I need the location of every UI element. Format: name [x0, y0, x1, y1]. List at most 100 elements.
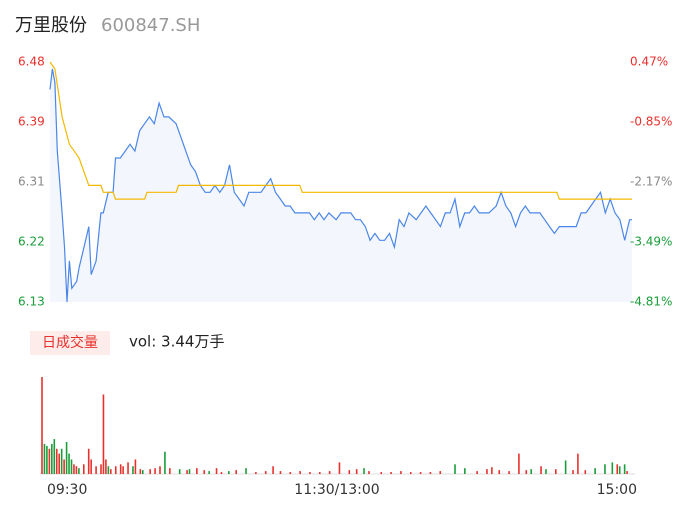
- volume-bar: [400, 471, 402, 474]
- volume-bar: [368, 471, 370, 474]
- volume-bar: [363, 468, 365, 474]
- volume-bar: [545, 469, 547, 474]
- volume-bar: [114, 466, 117, 474]
- x-tick-label: 09:30: [47, 482, 87, 498]
- volume-bar: [577, 453, 579, 474]
- y2-tick-label: -4.81%: [630, 295, 672, 309]
- volume-bar: [70, 459, 73, 474]
- volume-bar: [68, 453, 70, 474]
- volume-bar: [429, 472, 432, 474]
- volume-bar: [491, 467, 493, 474]
- volume-bar: [616, 464, 619, 474]
- x-tick-label: 15:00: [597, 482, 637, 498]
- volume-bar: [55, 448, 58, 474]
- volume-bar: [107, 466, 110, 474]
- y-tick-label: 6.48: [18, 55, 45, 69]
- volume-bar: [380, 472, 383, 474]
- volume-bar: [564, 460, 567, 474]
- volume-bar: [338, 462, 341, 474]
- volume-bar: [154, 468, 156, 474]
- volume-bar: [87, 448, 90, 474]
- volume-bar: [149, 469, 151, 474]
- volume-bar: [100, 464, 102, 474]
- volume-bar: [188, 469, 191, 474]
- volume-bar: [623, 464, 626, 474]
- average-line: [49, 61, 632, 200]
- volume-bar: [60, 448, 63, 474]
- volume-bar: [95, 466, 97, 474]
- volume-bar: [102, 394, 105, 474]
- volume-bar: [164, 451, 166, 474]
- y-tick-label: 6.31: [18, 175, 45, 189]
- volume-bar: [53, 439, 56, 474]
- volume-bar: [63, 459, 65, 474]
- price-line: [49, 68, 632, 303]
- volume-bar: [65, 441, 68, 474]
- volume-bar: [279, 471, 282, 474]
- volume-bar: [289, 472, 292, 474]
- stock-name: 万里股份: [15, 15, 87, 36]
- volume-bar: [594, 468, 596, 474]
- volume-bar: [139, 469, 142, 474]
- volume-bar: [572, 470, 574, 474]
- volume-bar: [264, 471, 267, 474]
- volume-bar: [203, 470, 206, 474]
- volume-label: 日成交量: [42, 334, 98, 351]
- volume-bar: [82, 464, 85, 474]
- y2-tick-label: 0.47%: [630, 55, 668, 69]
- volume-bar: [530, 469, 533, 474]
- volume-bar: [178, 469, 181, 474]
- y2-tick-label: -2.17%: [630, 175, 672, 189]
- volume-bar: [486, 469, 488, 474]
- y2-tick-label: -3.49%: [630, 235, 672, 249]
- volume-bar: [618, 466, 621, 474]
- volume-bar: [228, 471, 230, 474]
- volume-bar: [309, 472, 311, 474]
- volume-bar: [105, 459, 107, 474]
- stock-code: 600847.SH: [101, 15, 200, 36]
- volume-bar: [540, 466, 542, 474]
- price-area: [50, 68, 632, 303]
- volume-bar: [110, 469, 112, 474]
- volume-bar: [58, 453, 61, 474]
- volume-bar: [318, 472, 321, 474]
- volume-summary: vol: 3.44万手: [129, 333, 224, 351]
- volume-bar: [626, 471, 628, 474]
- volume-bar: [78, 468, 80, 474]
- volume-bar: [419, 472, 422, 474]
- volume-bar: [554, 469, 557, 474]
- volume-bar: [245, 468, 247, 474]
- volume-bar: [454, 464, 456, 474]
- volume-bar: [134, 459, 137, 474]
- volume-bar: [348, 470, 351, 474]
- volume-bar: [390, 472, 392, 474]
- volume-bar: [41, 377, 43, 474]
- volume-tab: [30, 331, 110, 355]
- volume-bar: [186, 470, 188, 474]
- volume-bar: [132, 466, 134, 474]
- volume-bar: [464, 468, 466, 474]
- volume-bar: [119, 464, 122, 474]
- y-tick-label: 6.22: [18, 235, 45, 249]
- volume-bar: [127, 462, 129, 474]
- volume-bar: [235, 470, 238, 474]
- volume-bar: [122, 466, 124, 474]
- volume-bar: [196, 468, 198, 474]
- volume-bar: [611, 462, 614, 474]
- volume-bar: [75, 466, 78, 474]
- volume-bar: [508, 471, 510, 474]
- volume-bar: [409, 472, 412, 474]
- volume-bar: [584, 470, 587, 474]
- volume-bar: [220, 472, 223, 474]
- volume-bar: [141, 470, 144, 474]
- volume-bar: [51, 443, 53, 474]
- volume-bar: [355, 469, 358, 474]
- volume-bar: [169, 468, 171, 474]
- y-tick-label: 6.39: [18, 115, 45, 129]
- volume-bar: [48, 448, 51, 474]
- volume-bar: [525, 470, 528, 474]
- volume-bar: [208, 471, 210, 474]
- volume-bar: [255, 472, 257, 474]
